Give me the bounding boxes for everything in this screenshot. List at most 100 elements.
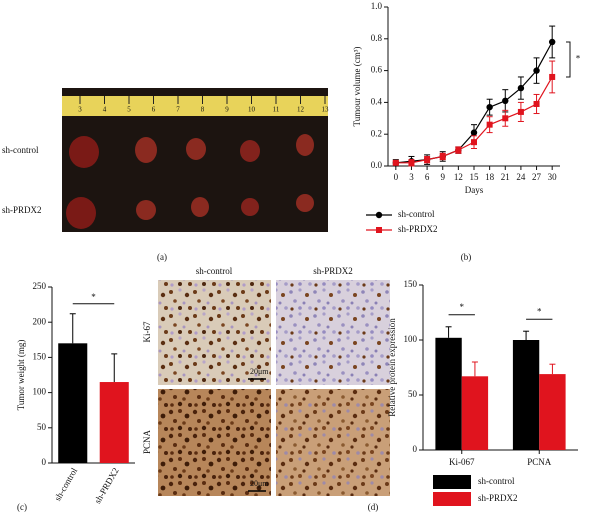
- marker: [471, 139, 477, 146]
- marker: [424, 156, 431, 163]
- y-tick-label: 0.2: [371, 128, 382, 138]
- y-tick-label: 0.6: [371, 65, 383, 75]
- y-tick-label: 50: [408, 389, 418, 399]
- y-tick-label: 100: [33, 387, 47, 397]
- ruler-label: 4: [103, 106, 107, 114]
- ruler-label: 7: [176, 106, 180, 114]
- ruler-label: 13: [322, 106, 330, 114]
- bar: [435, 337, 462, 450]
- y-tick-label: 1.0: [371, 1, 383, 11]
- ruler-label: 8: [201, 106, 205, 114]
- y-tick-label: 50: [37, 422, 47, 432]
- tumor: [240, 140, 260, 162]
- tumor: [191, 197, 209, 217]
- row-label: sh-PRDX2: [2, 205, 42, 215]
- y-tick-label: 0: [413, 444, 418, 454]
- marker: [486, 121, 493, 128]
- significance-bracket: [566, 41, 571, 78]
- y-tick-label: 100: [404, 334, 418, 344]
- marker: [502, 97, 509, 105]
- ruler-label: 10: [248, 106, 256, 114]
- tumor: [296, 194, 314, 212]
- marker: [517, 84, 525, 92]
- marker: [548, 38, 556, 46]
- column-label: sh-PRDX2: [313, 266, 353, 276]
- bar: [99, 382, 129, 463]
- marker: [392, 159, 399, 166]
- marker: [486, 103, 493, 111]
- row-label: Ki-67: [142, 321, 152, 342]
- tumor: [66, 197, 96, 229]
- ihc-image: [158, 280, 271, 385]
- ihc-image: [276, 389, 390, 496]
- marker: [408, 159, 415, 166]
- ruler-label: 11: [273, 106, 280, 114]
- error-bar: [471, 361, 478, 377]
- ihc-images: sh-control sh-PRDX2 Ki-67 PCNA 20μm 20μm: [142, 266, 390, 496]
- legend-label: sh-PRDX2: [398, 224, 438, 234]
- x-tick-label: 0: [394, 172, 399, 182]
- series-line: [395, 76, 553, 164]
- marker: [439, 153, 446, 160]
- y-tick-label: 150: [33, 351, 47, 361]
- scale-label: 20μm: [250, 367, 269, 376]
- x-tick-label: 24: [516, 172, 526, 182]
- tumor: [186, 138, 206, 160]
- x-tick-label: 6: [425, 172, 430, 182]
- bar: [58, 343, 88, 463]
- legend-swatch: [433, 492, 471, 506]
- significance-mark: *: [460, 302, 465, 312]
- x-axis-title: Days: [465, 185, 484, 195]
- ihc-image: [276, 280, 390, 385]
- column-label: sh-control: [196, 266, 233, 276]
- legend-label: sh-PRDX2: [478, 493, 518, 503]
- x-tick-label: 12: [454, 172, 463, 182]
- row-label: sh-control: [2, 145, 39, 155]
- tumor: [241, 198, 259, 216]
- tumor: [135, 137, 157, 163]
- marker: [517, 108, 524, 115]
- y-tick-label: 150: [404, 279, 418, 289]
- panel-label: (b): [461, 252, 472, 262]
- x-tick-label: 30: [548, 172, 558, 182]
- ruler-label: 3: [78, 106, 82, 114]
- significance-mark: *: [537, 306, 542, 316]
- x-tick-label: 15: [470, 172, 480, 182]
- error-bar: [523, 330, 530, 340]
- ihc-image: [158, 389, 271, 496]
- error-bar: [549, 363, 556, 375]
- tumor-photo: 3 4 5 6 7 8 9 10 11 12 13 sh-control sh-PRDX2 (a): [2, 88, 329, 262]
- panel-label: (c): [17, 502, 27, 512]
- panel-label: (d): [368, 502, 379, 512]
- marker: [533, 100, 540, 107]
- marker: [549, 73, 556, 80]
- ruler-label: 12: [297, 106, 305, 114]
- x-tick-label: PCNA: [527, 457, 552, 467]
- marker: [470, 129, 478, 136]
- bar: [512, 340, 540, 450]
- scale-label: 20μm: [250, 479, 269, 488]
- x-tick-label: sh-control: [52, 466, 79, 503]
- y-tick-label: 0.0: [371, 160, 383, 170]
- marker: [455, 147, 462, 154]
- y-tick-label: 0.4: [371, 96, 383, 106]
- significance-mark: *: [576, 54, 581, 64]
- legend-marker: [376, 227, 382, 233]
- ruler-label: 6: [152, 106, 156, 114]
- legend-swatch: [433, 475, 471, 489]
- legend-label: sh-control: [398, 209, 435, 219]
- row-label: PCNA: [142, 430, 152, 455]
- x-tick-label: 18: [485, 172, 495, 182]
- significance-mark: *: [91, 292, 96, 302]
- bar: [539, 374, 566, 450]
- x-tick-label: 21: [501, 172, 510, 182]
- y-axis-title: Tumour volume (cm³): [352, 47, 362, 127]
- y-tick-label: 250: [33, 281, 47, 291]
- error-bar: [111, 353, 118, 383]
- tumor: [136, 200, 156, 220]
- x-tick-label: sh-PRDX2: [92, 466, 120, 505]
- y-tick-label: 0: [42, 457, 47, 467]
- error-bar: [445, 326, 452, 338]
